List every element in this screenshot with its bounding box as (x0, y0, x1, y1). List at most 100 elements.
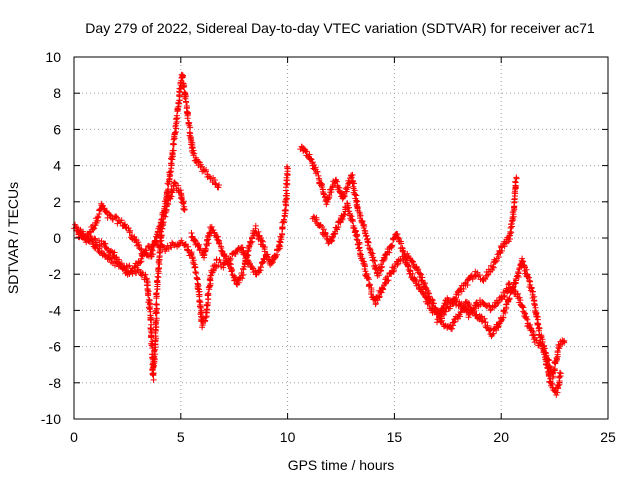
data-point (424, 287, 431, 294)
data-point (143, 275, 150, 282)
data-point (418, 285, 425, 292)
data-point (490, 264, 497, 271)
data-point (153, 290, 160, 297)
data-point (118, 217, 125, 224)
x-tick-label: 20 (493, 429, 509, 445)
data-point (538, 333, 545, 340)
data-point (142, 271, 149, 278)
data-point (95, 213, 102, 220)
x-tick-label: 5 (177, 429, 185, 445)
data-point (498, 318, 504, 325)
data-point (523, 315, 530, 322)
data-point (284, 190, 290, 197)
data-point (353, 228, 359, 235)
data-point (385, 277, 392, 284)
data-point (367, 282, 373, 289)
data-point (466, 301, 473, 308)
data-point (505, 280, 512, 287)
data-point (543, 358, 550, 364)
data-point (92, 236, 99, 243)
data-point (473, 311, 480, 318)
y-tick-label: -8 (49, 375, 62, 391)
data-point (349, 171, 356, 178)
data-point (515, 269, 521, 275)
data-point (160, 219, 167, 226)
data-point (89, 240, 96, 247)
x-tick-label: 25 (600, 429, 616, 445)
data-point (255, 228, 262, 235)
data-point (417, 270, 424, 277)
data-point (524, 274, 531, 280)
data-point (310, 213, 317, 220)
data-point (492, 258, 499, 265)
data-point (212, 181, 219, 187)
data-point (182, 95, 189, 102)
data-point (534, 313, 541, 320)
data-point (283, 187, 289, 194)
data-point (362, 228, 369, 235)
data-point (484, 322, 491, 329)
data-point (361, 223, 368, 230)
data-point (149, 371, 156, 378)
data-point (192, 269, 199, 275)
data-point (376, 293, 383, 300)
data-point (245, 247, 252, 254)
data-point (460, 285, 467, 292)
data-point (180, 198, 187, 205)
data-point (170, 147, 177, 154)
data-point (113, 214, 120, 221)
y-tick-label: 4 (53, 158, 61, 174)
data-point (368, 249, 375, 256)
data-point (155, 265, 162, 271)
data-point (187, 124, 194, 131)
data-point (500, 314, 507, 321)
data-point (549, 381, 556, 388)
data-point (279, 224, 286, 230)
data-point (202, 317, 209, 324)
data-point (131, 265, 138, 271)
data-point (122, 221, 128, 228)
data-point (152, 333, 159, 340)
data-point (202, 245, 209, 252)
data-point (451, 318, 458, 325)
data-point (510, 284, 517, 291)
data-point (489, 331, 496, 338)
data-point (258, 235, 265, 241)
data-point (108, 212, 114, 219)
data-point (205, 290, 212, 297)
data-point (561, 337, 568, 344)
data-point (504, 288, 511, 295)
data-point (531, 298, 538, 304)
data-point (91, 235, 98, 242)
data-point (544, 364, 551, 371)
data-point (371, 258, 378, 264)
data-point (418, 271, 425, 278)
data-point (218, 247, 225, 254)
data-point (257, 264, 264, 271)
data-point (114, 220, 121, 227)
data-point (376, 272, 382, 279)
data-point (365, 276, 372, 283)
data-point (94, 214, 101, 221)
data-point (328, 238, 335, 245)
data-point (435, 316, 442, 323)
data-point (176, 97, 183, 104)
data-point (378, 264, 385, 271)
data-point (196, 297, 203, 304)
data-point (191, 264, 198, 270)
data-point (174, 115, 181, 122)
data-point (523, 266, 530, 273)
data-point (148, 334, 155, 340)
data-point (341, 193, 348, 200)
data-point (77, 226, 84, 233)
data-point (439, 317, 445, 324)
data-point (102, 240, 109, 247)
data-point (280, 216, 287, 223)
data-point (220, 264, 227, 271)
data-point (152, 318, 159, 325)
data-point (180, 199, 186, 206)
axis-ticks: 0 5 10 15 20 25 -10 -8 -6 -4 -2 0 2 4 6 8 10 (41, 49, 616, 445)
data-point (501, 292, 508, 299)
data-point (326, 192, 333, 199)
data-point (133, 270, 140, 276)
